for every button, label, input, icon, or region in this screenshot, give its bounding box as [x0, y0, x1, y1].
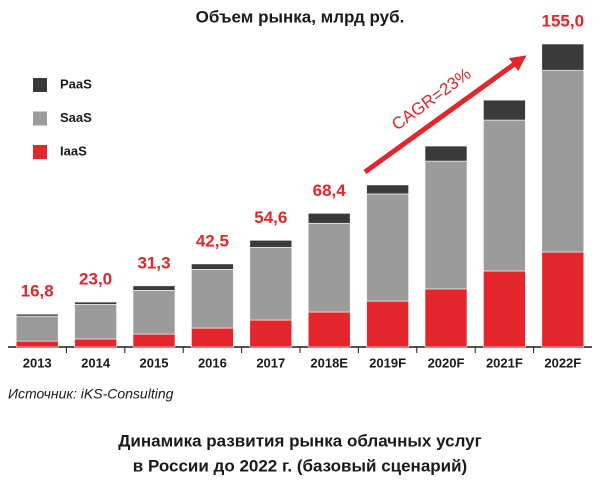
- bar-segment: [424, 288, 468, 348]
- bar-segment: [132, 290, 176, 335]
- legend-label: SaaS: [60, 110, 92, 125]
- x-tick-label: 2013: [23, 355, 52, 370]
- legend-swatch: [33, 145, 47, 159]
- bar-segment: [366, 300, 409, 348]
- legend-label: IaaS: [60, 143, 87, 158]
- bar-segment: [74, 301, 117, 305]
- legend-swatch: [33, 111, 47, 126]
- source: Источник: iKS-Consulting: [8, 386, 174, 402]
- caption: в России до 2022 г. (базовый сценарий): [133, 456, 467, 475]
- x-tick-label: 2022F: [544, 355, 581, 370]
- bar-segment: [424, 145, 468, 162]
- bar-segment: [249, 247, 293, 321]
- bar-segment: [249, 319, 293, 348]
- bar-segment: [541, 43, 585, 71]
- bar-segment: [483, 119, 526, 272]
- bar-segment: [249, 239, 293, 248]
- total-label: 16,8: [21, 282, 54, 301]
- bar-segment: [74, 338, 117, 348]
- bar-segment: [191, 263, 234, 270]
- caption: Динамика развития рынка облачных услуг: [118, 431, 481, 450]
- bar-segment: [191, 269, 234, 329]
- x-tick-label: 2020F: [428, 355, 465, 370]
- total-label: 42,5: [196, 231, 229, 250]
- legend-swatch: [33, 78, 47, 92]
- x-tick-label: 2017: [256, 355, 285, 370]
- chart-title: Объем рынка, млрд руб.: [196, 7, 405, 26]
- total-label: 23,0: [79, 270, 112, 289]
- total-label: 68,4: [313, 181, 347, 200]
- bar-segment: [483, 99, 526, 121]
- bar-segment: [132, 285, 176, 291]
- legend-label: PaaS: [60, 76, 92, 91]
- bar-segment: [307, 212, 351, 224]
- bar-segment: [366, 193, 409, 302]
- bar-segment: [541, 69, 585, 253]
- x-tick-label: 2018E: [310, 355, 348, 370]
- bar-segment: [483, 270, 526, 348]
- bar-segment: [74, 304, 117, 340]
- bar-segment: [307, 222, 351, 313]
- cagr-arrow: [363, 55, 527, 175]
- total-label: 155,0: [542, 11, 585, 30]
- bar-segment: [424, 160, 468, 290]
- bar-segment: [15, 340, 59, 348]
- bar-segment: [366, 184, 409, 195]
- x-tick-label: 2016: [198, 355, 227, 370]
- bar-segment: [15, 313, 59, 317]
- x-tick-label: 2015: [140, 355, 169, 370]
- total-label: 54,6: [254, 208, 287, 227]
- bar-segment: [307, 311, 351, 348]
- x-tick-label: 2021F: [486, 355, 523, 370]
- bar-segment: [541, 251, 585, 348]
- bar-segment: [191, 327, 234, 348]
- total-label: 31,3: [137, 253, 170, 272]
- x-tick-label: 2014: [81, 355, 111, 370]
- bar-segment: [132, 333, 176, 348]
- x-tick-label: 2019F: [369, 355, 406, 370]
- bar-segment: [15, 315, 59, 342]
